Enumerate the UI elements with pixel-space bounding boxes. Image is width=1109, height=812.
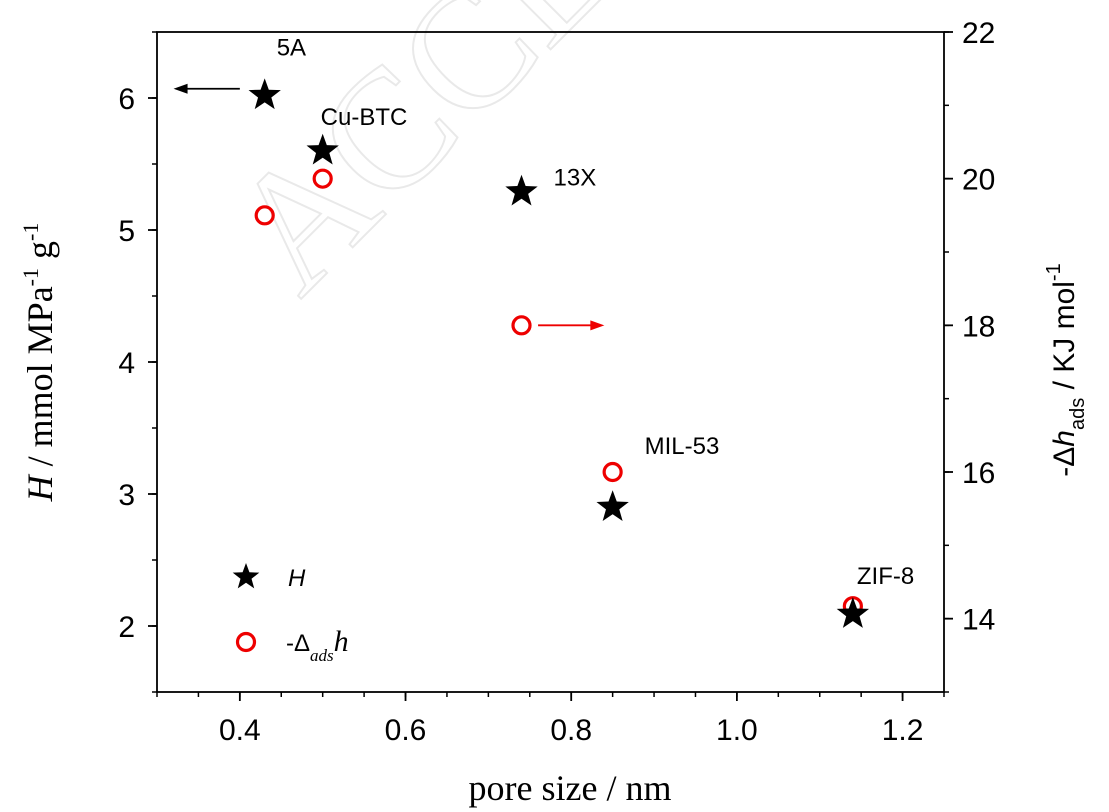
- y-right-axis-label: -Δhads / KJ mol-1: [1043, 263, 1089, 476]
- y-left-axis-ticks: 2 3 4 5 6: [118, 31, 157, 693]
- y-left-tick-label: 2: [118, 611, 135, 644]
- y-right-tick-label: 22: [962, 17, 995, 50]
- y-left-tick-label: 6: [118, 83, 135, 116]
- point-annotation-label: MIL-53: [645, 433, 720, 460]
- legend-label-prefix: -Δ: [286, 630, 310, 657]
- legend-label-main: h: [334, 625, 349, 658]
- x-tick-label: 1.0: [716, 714, 758, 747]
- y-right-axis-ticks: 14 16 18 20 22: [944, 17, 995, 693]
- y-left-tick-label: 4: [118, 347, 135, 380]
- y-left-label-symbol: H: [20, 473, 60, 502]
- y-left-label-text: / mmol MPa: [20, 286, 60, 475]
- legend-circle-marker: [235, 631, 257, 653]
- legend: H -Δadsh: [232, 563, 349, 665]
- point-annotation-label: 5A: [277, 34, 306, 61]
- y-left-label-sup2: -1: [18, 223, 43, 241]
- axis-arrow-head: [590, 320, 605, 331]
- y-left-axis-label: H / mmol MPa-1 g-1: [18, 223, 60, 503]
- point-annotation-label: 13X: [554, 165, 597, 192]
- y-right-tick-label: 18: [962, 310, 995, 343]
- point-annotation-label: ZIF-8: [857, 563, 914, 590]
- x-tick-label: 0.6: [385, 714, 427, 747]
- x-tick-label: 0.4: [219, 714, 261, 747]
- data-point-circle: [312, 168, 333, 189]
- axis-arrow-head: [173, 83, 188, 94]
- legend-label-h: H: [288, 565, 306, 592]
- y-right-label-sub: ads: [1067, 398, 1089, 430]
- axis-indicator-arrows: [173, 83, 605, 331]
- data-point-star: [596, 490, 629, 521]
- y-right-tick-label: 14: [962, 604, 995, 637]
- series-stars: [248, 78, 870, 628]
- y-left-label-sup1: -1: [18, 268, 43, 286]
- x-tick-label: 0.8: [550, 714, 592, 747]
- legend-label-sub: ads: [310, 646, 334, 665]
- data-point-star: [505, 174, 538, 206]
- x-tick-label: 1.2: [882, 714, 924, 747]
- watermark: ACCEPTED: [193, 0, 947, 326]
- data-point-star: [836, 597, 870, 628]
- x-axis-label: pore size / nm: [469, 768, 672, 808]
- data-point-circle: [602, 461, 623, 483]
- data-point-circle: [511, 315, 532, 336]
- y-right-label-symbol: h: [1048, 430, 1081, 447]
- data-point-star: [306, 133, 339, 165]
- y-right-label-sup: -1: [1043, 263, 1065, 281]
- point-annotation-label: Cu-BTC: [321, 104, 408, 131]
- y-right-label-prefix: -Δ: [1048, 447, 1081, 477]
- y-left-tick-label: 3: [118, 479, 135, 512]
- legend-label-delta-h: -Δadsh: [286, 625, 349, 665]
- series-circles: [254, 168, 863, 617]
- y-right-tick-label: 16: [962, 457, 995, 490]
- x-axis-ticks: 0.4 0.6 0.8 1.0 1.2: [156, 692, 945, 747]
- legend-star-marker: [232, 563, 260, 589]
- data-point-circle: [254, 205, 275, 226]
- point-annotations: 5A Cu-BTC 13X MIL-53 ZIF-8: [277, 34, 915, 590]
- y-left-tick-label: 5: [118, 215, 135, 248]
- y-right-label-text: / KJ mol: [1048, 281, 1081, 398]
- y-right-tick-label: 20: [962, 164, 995, 197]
- data-point-star: [248, 78, 281, 110]
- y-left-label-text2: g: [20, 241, 60, 268]
